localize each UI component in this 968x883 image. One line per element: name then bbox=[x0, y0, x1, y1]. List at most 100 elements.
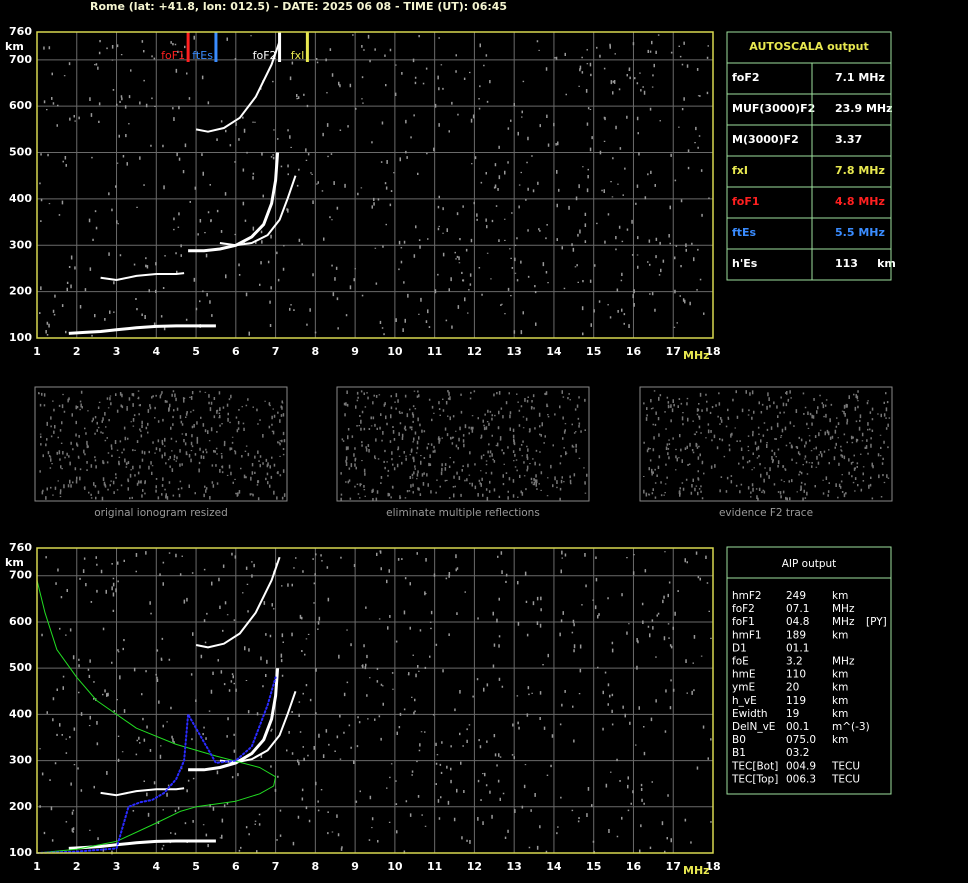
y-tick-label: 400 bbox=[9, 192, 32, 205]
autoscala-value: 113 km bbox=[835, 257, 896, 270]
autoscala-value: 3.37 bbox=[835, 133, 862, 146]
aip-cell: B0 bbox=[732, 734, 746, 746]
noise-dots bbox=[39, 550, 712, 855]
autoscala-value: 23.9 MHz bbox=[835, 102, 893, 115]
trace bbox=[68, 324, 216, 335]
y-tick-label: 100 bbox=[9, 331, 32, 344]
x-tick-label: 14 bbox=[546, 860, 562, 873]
x-axis-label: MHz bbox=[683, 349, 710, 362]
marker-label: fxI bbox=[291, 49, 305, 62]
aip-cell: TEC[Top] bbox=[731, 773, 778, 785]
thumbnail-caption: eliminate multiple reflections bbox=[386, 507, 540, 519]
x-tick-label: 16 bbox=[626, 345, 642, 358]
noise-dots bbox=[340, 390, 588, 502]
autoscala-value: 7.1 MHz bbox=[835, 71, 885, 84]
marker-label: ftEs bbox=[192, 49, 213, 62]
autoscala-label: fxI bbox=[732, 164, 748, 177]
aip-cell: ymE bbox=[732, 682, 755, 694]
aip-cell: m^(-3) bbox=[832, 721, 870, 733]
aip-cell: MHz bbox=[832, 603, 855, 615]
x-tick-label: 3 bbox=[113, 860, 121, 873]
aip-frame bbox=[726, 546, 892, 795]
x-tick-label: 8 bbox=[312, 860, 320, 873]
thumbnail-frame bbox=[34, 386, 288, 502]
y-axis-label: km bbox=[5, 40, 24, 53]
x-tick-label: 1 bbox=[33, 860, 41, 873]
aip-cell: [PY] bbox=[866, 616, 887, 628]
y-tick-label: 500 bbox=[9, 661, 32, 674]
x-tick-label: 13 bbox=[507, 345, 522, 358]
aip-cell: 249 bbox=[786, 590, 806, 602]
x-tick-label: 11 bbox=[427, 345, 442, 358]
aip-cell: B1 bbox=[732, 747, 746, 759]
autoscala-label: ftEs bbox=[732, 226, 757, 239]
aip-cell: km bbox=[832, 590, 848, 602]
aip-cell: foE bbox=[732, 656, 749, 668]
autoscala-value: 7.8 MHz bbox=[835, 164, 885, 177]
x-tick-label: 12 bbox=[467, 860, 482, 873]
x-tick-label: 13 bbox=[507, 860, 522, 873]
autoscala-value: 5.5 MHz bbox=[835, 226, 885, 239]
noise-dots bbox=[38, 390, 286, 501]
x-tick-label: 17 bbox=[666, 860, 681, 873]
x-tick-label: 12 bbox=[467, 345, 482, 358]
x-tick-label: 15 bbox=[586, 860, 601, 873]
aip-cell: foF1 bbox=[732, 616, 755, 628]
aip-cell: km bbox=[832, 734, 848, 746]
marker-label: foF2 bbox=[253, 49, 277, 62]
plot-frame bbox=[36, 547, 714, 854]
aip-cell: 119 bbox=[786, 695, 806, 707]
x-tick-label: 2 bbox=[73, 860, 81, 873]
aip-cell: km bbox=[832, 629, 848, 641]
y-tick-label: 200 bbox=[9, 285, 32, 298]
aip-cell: DelN_vE bbox=[732, 721, 775, 733]
y-tick-label: 600 bbox=[9, 99, 32, 112]
aip-cell: km bbox=[832, 682, 848, 694]
aip-cell: 01.1 bbox=[786, 642, 809, 654]
trace bbox=[188, 668, 280, 772]
y-tick-label: 100 bbox=[9, 846, 32, 859]
x-tick-label: 6 bbox=[232, 860, 240, 873]
x-tick-label: 11 bbox=[427, 860, 442, 873]
aip-cell: MHz bbox=[832, 616, 855, 628]
x-tick-label: 8 bbox=[312, 345, 320, 358]
aip-cell: TEC[Bot] bbox=[731, 760, 778, 772]
aip-cell: 20 bbox=[786, 682, 799, 694]
aip-cell: D1 bbox=[732, 642, 747, 654]
y-tick-label: 760 bbox=[9, 25, 32, 38]
x-tick-label: 5 bbox=[192, 345, 200, 358]
aip-cell: hmF1 bbox=[732, 629, 762, 641]
autoscala-label: h'Es bbox=[732, 257, 758, 270]
noise-dots bbox=[643, 390, 891, 501]
y-tick-label: 700 bbox=[9, 53, 32, 66]
x-tick-label: 14 bbox=[546, 345, 562, 358]
x-tick-label: 18 bbox=[705, 860, 720, 873]
aip-cell: Ewidth bbox=[732, 708, 768, 720]
trace bbox=[188, 152, 280, 253]
x-tick-label: 17 bbox=[666, 345, 681, 358]
aip-cell: h_vE bbox=[732, 695, 757, 707]
x-tick-label: 3 bbox=[113, 345, 121, 358]
trace bbox=[36, 676, 277, 854]
x-tick-label: 15 bbox=[586, 345, 601, 358]
y-axis-label: km bbox=[5, 556, 24, 569]
x-tick-label: 1 bbox=[33, 345, 41, 358]
aip-cell: TECU bbox=[831, 760, 860, 772]
y-tick-label: 760 bbox=[9, 541, 32, 554]
x-tick-label: 2 bbox=[73, 345, 81, 358]
x-tick-label: 7 bbox=[272, 860, 280, 873]
x-tick-label: 10 bbox=[387, 860, 403, 873]
trace bbox=[219, 175, 297, 247]
x-tick-label: 4 bbox=[152, 860, 160, 873]
aip-cell: hmF2 bbox=[732, 590, 762, 602]
thumbnail-caption: original ionogram resized bbox=[94, 507, 228, 519]
aip-cell: 07.1 bbox=[786, 603, 809, 615]
aip-cell: km bbox=[832, 669, 848, 681]
y-tick-label: 500 bbox=[9, 146, 32, 159]
aip-cell: 00.1 bbox=[786, 721, 809, 733]
y-tick-label: 300 bbox=[9, 754, 32, 767]
autoscala-title: AUTOSCALA output bbox=[749, 40, 868, 53]
trace bbox=[219, 690, 297, 764]
autoscala-label: M(3000)F2 bbox=[732, 133, 799, 146]
